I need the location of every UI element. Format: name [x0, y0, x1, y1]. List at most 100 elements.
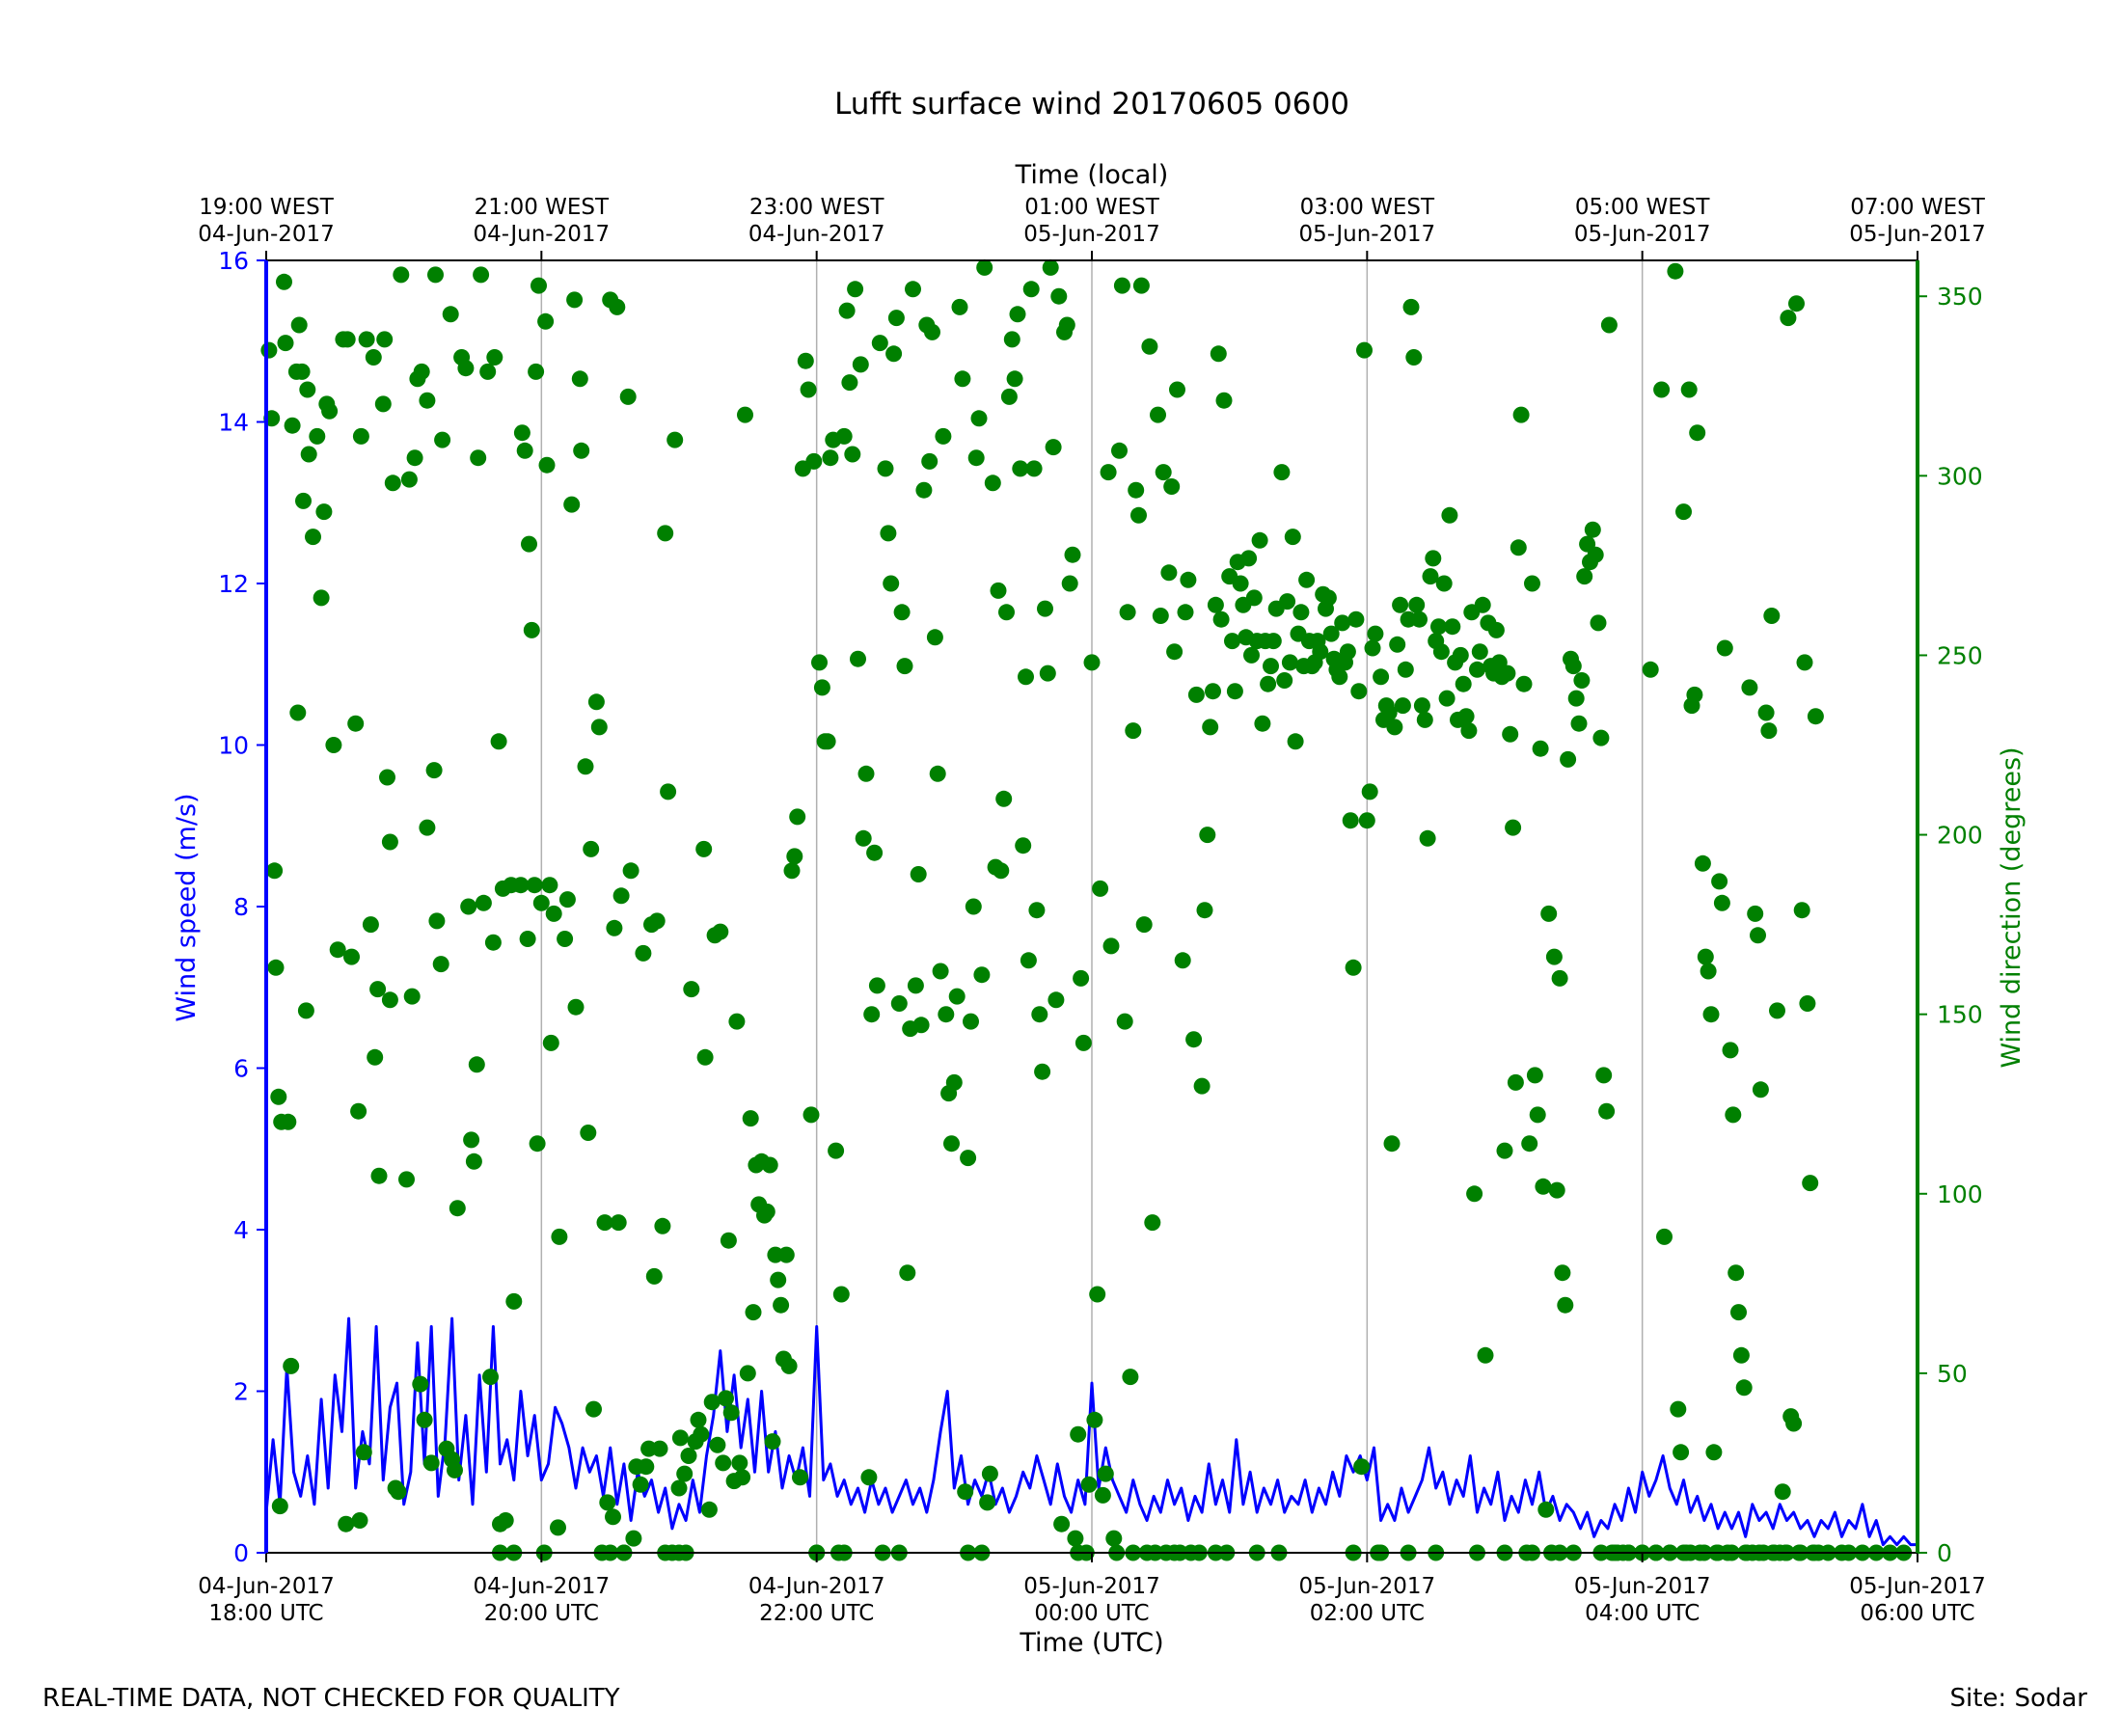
wind-direction-point	[297, 1002, 314, 1019]
bottom-tick-time: 06:00 UTC	[1860, 1601, 1974, 1626]
wind-direction-point	[465, 1153, 482, 1170]
top-tick-time: 07:00 WEST	[1850, 195, 1985, 220]
wind-direction-point	[1416, 711, 1433, 728]
wind-direction-point	[1215, 392, 1233, 409]
wind-direction-point	[374, 395, 392, 413]
wind-direction-point	[428, 912, 446, 930]
wind-direction-point	[973, 966, 991, 984]
wind-direction-point	[1047, 991, 1065, 1009]
wind-direction-point	[1441, 506, 1458, 524]
wind-direction-point	[276, 273, 292, 290]
wind-direction-point	[419, 392, 436, 409]
left-tick-label: 14	[218, 409, 249, 437]
wind-direction-point	[1694, 854, 1711, 872]
wind-direction-point	[1793, 902, 1810, 919]
wind-direction-point	[654, 1217, 671, 1234]
wind-direction-point	[676, 1465, 694, 1482]
wind-direction-point	[667, 431, 684, 448]
wind-direction-point	[1487, 621, 1505, 638]
wind-direction-point	[1796, 654, 1813, 671]
wind-direction-point	[1510, 539, 1527, 556]
bottom-tick-time: 18:00 UTC	[208, 1601, 323, 1626]
wind-direction-point	[893, 604, 911, 621]
wind-direction-point	[1405, 349, 1423, 366]
wind-direction-point	[1232, 575, 1249, 592]
wind-direction-point	[532, 894, 550, 911]
wind-direction-point	[703, 1394, 721, 1411]
wind-direction-point	[770, 1271, 787, 1288]
right-tick-label: 50	[1937, 1360, 1968, 1388]
wind-direction-point	[422, 1454, 440, 1472]
wind-direction-point	[638, 1458, 655, 1476]
bottom-tick-date: 05-Jun-2017	[1849, 1574, 1986, 1599]
wind-direction-point	[1298, 571, 1316, 588]
wind-direction-point	[935, 427, 952, 445]
wind-direction-point	[596, 1214, 613, 1232]
wind-direction-point	[1083, 654, 1101, 671]
right-tick-label: 300	[1937, 462, 1983, 490]
wind-direction-point	[1499, 665, 1516, 682]
wind-direction-point	[295, 492, 312, 509]
wind-direction-point	[1507, 1073, 1524, 1091]
wind-direction-point	[313, 589, 330, 607]
wind-direction-point	[984, 475, 1001, 492]
wind-direction-point	[1169, 381, 1185, 398]
wind-direction-point	[1570, 715, 1588, 732]
wind-direction-point	[1022, 281, 1040, 298]
wind-direction-point	[1386, 719, 1403, 736]
wind-direction-point	[583, 840, 600, 857]
wind-direction-point	[1034, 1063, 1051, 1080]
wind-direction-point	[1548, 1181, 1565, 1199]
wind-direction-point	[957, 1483, 974, 1501]
wind-direction-point	[1760, 722, 1778, 740]
wind-direction-point	[1224, 633, 1240, 650]
wind-direction-point	[1670, 1400, 1687, 1418]
wind-direction-point	[1567, 690, 1585, 707]
wind-direction-point	[551, 1228, 568, 1245]
wind-direction-point	[358, 331, 375, 348]
wind-direction-point	[400, 471, 418, 488]
wind-direction-point	[813, 679, 830, 696]
wind-direction-point	[434, 431, 451, 448]
wind-direction-point	[921, 452, 939, 470]
wind-direction-point	[1292, 604, 1310, 621]
wind-direction-point	[1331, 668, 1348, 686]
bottom-tick-date: 05-Jun-2017	[1023, 1574, 1160, 1599]
wind-direction-point	[712, 923, 729, 940]
wind-direction-point	[700, 1501, 718, 1518]
wind-direction-point	[384, 475, 401, 492]
wind-direction-point	[1111, 442, 1128, 459]
wind-direction-point	[558, 891, 576, 909]
wind-direction-point	[960, 1150, 977, 1167]
wind-direction-point	[1240, 550, 1258, 567]
wind-direction-point	[479, 363, 497, 380]
wind-direction-point	[907, 977, 924, 994]
wind-direction-point	[1037, 600, 1053, 617]
wind-direction-point	[847, 281, 864, 298]
wind-direction-point	[1064, 546, 1081, 563]
wind-direction-point	[473, 266, 490, 284]
wind-direction-point	[1460, 722, 1478, 740]
wind-direction-point	[905, 281, 921, 298]
wind-direction-point	[1807, 708, 1824, 725]
left-tick-label: 12	[218, 570, 249, 598]
wind-direction-point	[541, 877, 558, 894]
wind-direction-point	[1367, 625, 1384, 642]
wind-direction-point	[329, 941, 346, 959]
wind-direction-point	[1496, 1142, 1513, 1159]
top-tick-date: 05-Jun-2017	[1849, 222, 1986, 247]
wind-direction-point	[1397, 661, 1414, 678]
wind-direction-point	[1673, 1444, 1690, 1461]
wind-direction-point	[1653, 381, 1671, 398]
bottom-tick-date: 04-Jun-2017	[474, 1574, 611, 1599]
wind-direction-point	[1028, 902, 1046, 919]
wind-direction-point	[951, 298, 968, 315]
wind-direction-point	[468, 1056, 485, 1073]
wind-direction-point	[362, 916, 379, 934]
wind-direction-point	[1438, 690, 1455, 707]
wind-direction-point	[1573, 672, 1591, 689]
wind-direction-point	[1716, 639, 1733, 657]
wind-direction-point	[1061, 575, 1078, 592]
chart-title: Lufft surface wind 20170605 0600	[834, 87, 1349, 122]
wind-direction-point	[573, 442, 590, 459]
